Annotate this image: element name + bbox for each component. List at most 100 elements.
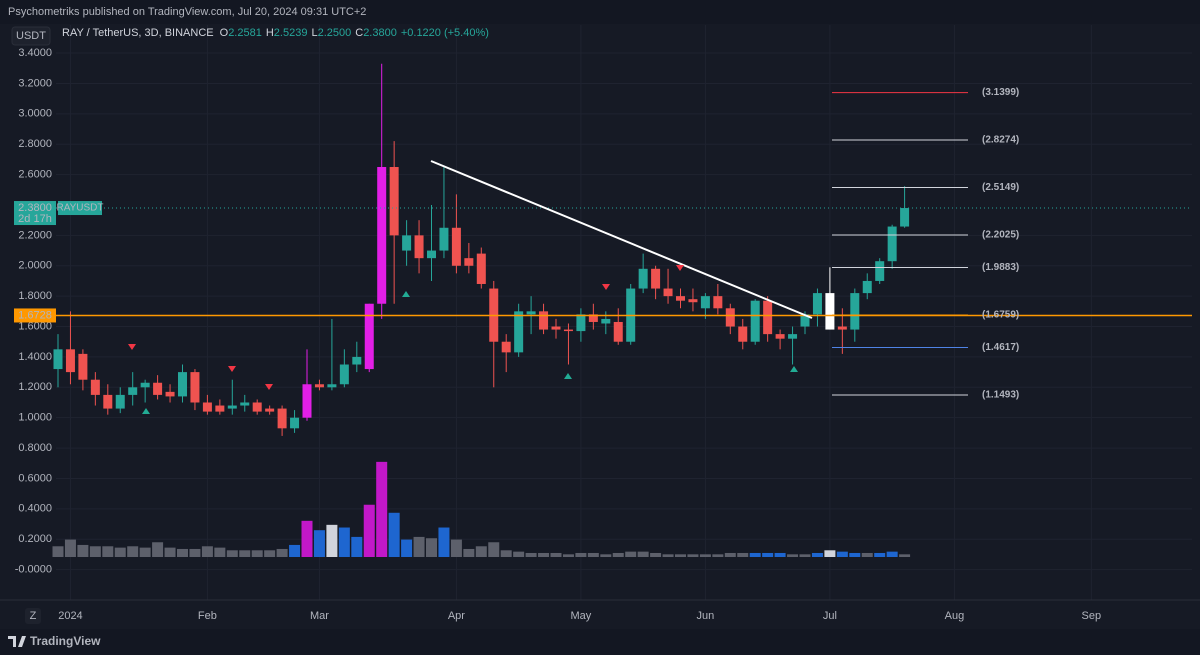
volume-bar	[538, 552, 550, 557]
volume-bar	[575, 552, 587, 557]
volume-bar	[562, 554, 574, 557]
y-tick-label: 3.0000	[18, 108, 52, 120]
candle-body	[265, 408, 275, 412]
volume-bar	[77, 544, 89, 557]
candle-body	[514, 311, 524, 353]
volume-bar	[401, 539, 413, 557]
labels: 3.4000 3.2000 3.0000 2.8000 2.6000 2.2000 2.00…	[14, 47, 1101, 622]
volume-bar	[712, 554, 724, 557]
candle-body	[526, 311, 536, 315]
plot	[52, 63, 1192, 557]
volume-bar	[450, 539, 462, 557]
y-tick-label: 3.4000	[18, 47, 52, 59]
candle-body	[128, 387, 138, 395]
y-tick-label: 1.8000	[18, 290, 52, 302]
candle-body	[812, 293, 822, 315]
candle-body	[377, 167, 387, 304]
footer-bar	[0, 629, 1200, 655]
candle-body	[439, 227, 449, 251]
y-tick-label: 1.2000	[18, 381, 52, 393]
volume-bar	[413, 536, 425, 557]
volume-bar	[600, 554, 612, 557]
ohlc-value: 2.5239	[274, 27, 308, 39]
candle-body	[800, 314, 810, 327]
volume-bar	[513, 551, 525, 557]
volume-bar	[811, 552, 823, 557]
y-tick-label: -0.0000	[15, 564, 52, 576]
candle-body	[725, 308, 735, 327]
candle-body	[539, 311, 549, 330]
volume-bar	[886, 551, 898, 557]
volume-bar	[787, 554, 799, 557]
candle-body	[252, 402, 262, 412]
ohlc-value: 2.3800	[363, 27, 397, 39]
volume-bar	[836, 551, 848, 557]
volume-bar	[338, 527, 350, 557]
volume-bar	[264, 550, 276, 557]
ohlc-label: L	[311, 27, 317, 39]
fib-level-label: (3.1399)	[982, 87, 1019, 98]
candle-body	[402, 235, 412, 251]
candle-body	[464, 258, 474, 266]
candle-body	[165, 391, 175, 397]
candle-body	[601, 318, 611, 324]
scale-button[interactable]	[25, 608, 41, 624]
volume-bar	[463, 548, 475, 557]
symbol-tag-box	[58, 201, 102, 216]
currency-button[interactable]	[11, 26, 51, 46]
x-tick-label: Apr	[448, 610, 465, 622]
brand-logo	[8, 636, 26, 647]
volume-bar	[201, 546, 213, 557]
candle-body	[862, 280, 872, 294]
support-label-box	[14, 308, 56, 323]
volume-bar	[874, 552, 886, 557]
scale-button-label: Z	[30, 610, 37, 622]
ohlc-label: H	[266, 27, 274, 39]
candle-body	[887, 226, 897, 262]
drawings	[128, 160, 813, 414]
y-tick-label: 0.2000	[18, 533, 52, 545]
candle-body	[551, 326, 561, 330]
x-tick-label: Jul	[823, 610, 837, 622]
volume-bar	[326, 524, 338, 557]
x-tick-label: 2024	[58, 610, 82, 622]
y-tick-label: 2.6000	[18, 169, 52, 181]
x-tick-label: May	[571, 610, 592, 622]
candle-body	[140, 382, 150, 388]
candle-body	[576, 314, 586, 332]
volume-bar	[102, 546, 114, 557]
candle-body	[775, 334, 785, 339]
trend-line	[430, 160, 813, 319]
symbol-tag: RAYUSDT	[56, 203, 103, 214]
volume-bar	[861, 552, 873, 557]
volume-bar	[301, 520, 313, 557]
support-label: 1.6728	[18, 309, 52, 321]
volume-bar	[525, 552, 537, 557]
candle-body	[875, 261, 885, 281]
candle-body	[638, 268, 648, 289]
ohlc-value: 2.2500	[318, 27, 352, 39]
volume-bar	[724, 552, 736, 557]
volume-bar	[650, 552, 662, 557]
candle-body	[900, 208, 910, 227]
legend: RAY / TetherUS, 3D, BINANCE O2.2581 H2.523…	[62, 27, 489, 39]
candle-body	[115, 394, 125, 409]
volume-bar	[52, 546, 64, 557]
volume-bar	[587, 552, 599, 557]
grid	[56, 25, 1192, 600]
volume-bar	[762, 552, 774, 557]
candle-body	[825, 293, 835, 330]
candle-body	[153, 382, 163, 395]
fib-level-label: (1.9883)	[982, 262, 1019, 273]
volume-bar	[152, 542, 164, 557]
candle-body	[837, 326, 847, 330]
candle-body	[302, 384, 312, 418]
volume-bar	[363, 504, 375, 557]
candle-body	[850, 293, 860, 330]
x-tick-label: Mar	[310, 610, 329, 622]
published-note: Psychometriks published on TradingView.c…	[8, 6, 366, 18]
candle-body	[750, 300, 760, 342]
candle-body	[763, 300, 773, 335]
volume-bar	[239, 550, 251, 557]
